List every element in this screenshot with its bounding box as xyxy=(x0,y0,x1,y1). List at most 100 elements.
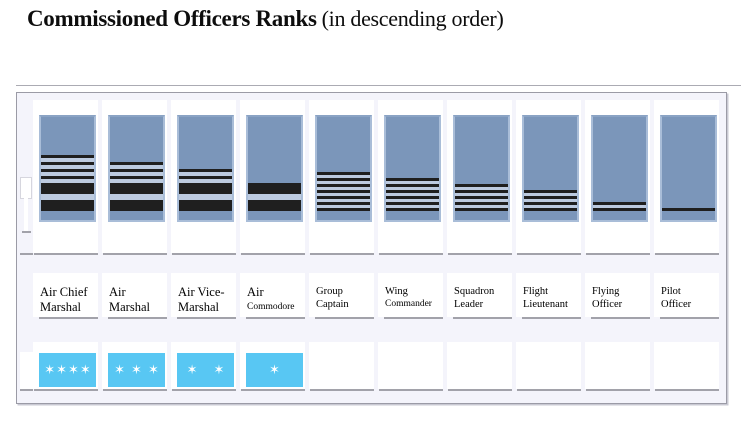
rank-insignia xyxy=(315,115,372,222)
star-icon: ✶ xyxy=(114,362,126,378)
thin-stripe xyxy=(317,184,370,187)
insignia-stripes xyxy=(455,184,508,211)
star-icon: ✶ xyxy=(131,362,142,378)
label-cell: Air Vice- Marshal xyxy=(171,273,236,319)
thin-stripe xyxy=(386,184,439,187)
stars-cell: ✶ ✶ ✶ ✶ xyxy=(33,342,98,391)
stars-cell: ✶ ✶ xyxy=(171,342,236,391)
rank-label-line: Marshal xyxy=(40,300,81,314)
gutter-partial-cell xyxy=(20,352,33,391)
label-cell: Flight Lieutenant xyxy=(516,273,581,319)
insignia-stripes xyxy=(593,202,646,211)
rank-insignia xyxy=(660,115,717,222)
thick-stripe xyxy=(248,183,301,194)
rank-insignia xyxy=(246,115,303,222)
thin-stripe xyxy=(110,162,163,165)
star-plate: ✶ ✶ xyxy=(177,353,234,387)
insignia-cell xyxy=(102,100,167,255)
thin-stripe xyxy=(317,190,370,193)
rank-column-group-captain: Group Captain xyxy=(309,93,374,399)
rank-label-line: Commodore xyxy=(247,302,295,312)
insignia-stripes xyxy=(179,169,232,211)
insignia-cell xyxy=(33,100,98,255)
thick-stripe xyxy=(248,200,301,211)
rank-insignia xyxy=(177,115,234,222)
title-main: Commissioned Officers Ranks xyxy=(27,6,317,31)
label-cell: Air Marshal xyxy=(102,273,167,319)
stars-cell xyxy=(654,342,719,391)
rank-label-line: Flying xyxy=(592,286,620,297)
rank-label-line: Air Vice- xyxy=(178,285,225,299)
slider-tick xyxy=(22,231,31,233)
insignia-cell xyxy=(240,100,305,255)
rank-label-line: Air xyxy=(109,285,126,299)
rank-label: Flight Lieutenant xyxy=(516,273,581,311)
thin-stripe xyxy=(455,190,508,193)
thick-stripe xyxy=(110,183,163,194)
rank-column-flight-lieutenant: Flight Lieutenant xyxy=(516,93,581,399)
rank-column-wing-commander: Wing Commander xyxy=(378,93,443,399)
thin-stripe xyxy=(317,178,370,181)
rank-column-pilot-officer: Pilot Officer xyxy=(654,93,719,399)
insignia-stripes xyxy=(524,190,577,211)
thin-stripe xyxy=(524,190,577,193)
rank-label: Group Captain xyxy=(309,273,374,311)
rank-column-air-chief-marshal: Air Chief Marshal ✶ ✶ ✶ ✶ xyxy=(33,93,98,399)
rank-label-line: Squadron xyxy=(454,286,495,297)
rank-columns: Air Chief Marshal ✶ ✶ ✶ ✶ Air Marshal ✶ ✶ ✶ Air… xyxy=(33,93,719,399)
rank-label-line: Marshal xyxy=(178,300,219,314)
rank-column-air-commodore: Air Commodore ✶ xyxy=(240,93,305,399)
rank-label-line: Lieutenant xyxy=(523,299,568,310)
rank-insignia xyxy=(522,115,579,222)
star-icon: ✶ xyxy=(44,362,56,378)
thick-stripe xyxy=(179,200,232,211)
insignia-cell xyxy=(447,100,512,255)
rank-label-line: Air xyxy=(247,285,264,299)
star-icon: ✶ xyxy=(147,362,159,378)
rank-insignia xyxy=(591,115,648,222)
gutter-underline xyxy=(20,253,33,255)
rank-label: Air Marshal xyxy=(102,273,167,315)
title-divider xyxy=(16,85,741,86)
star-icon: ✶ xyxy=(56,362,67,378)
label-cell: Air Commodore xyxy=(240,273,305,319)
rank-label: Air Commodore xyxy=(240,273,305,315)
thin-stripe xyxy=(41,169,94,172)
thin-stripe xyxy=(386,196,439,199)
insignia-cell xyxy=(378,100,443,255)
star-icon: ✶ xyxy=(68,362,79,378)
rank-label-line: Captain xyxy=(316,299,349,310)
thin-stripe xyxy=(41,155,94,158)
ranks-panel: Air Chief Marshal ✶ ✶ ✶ ✶ Air Marshal ✶ ✶ ✶ Air… xyxy=(16,92,727,404)
rank-label-line: Pilot xyxy=(661,286,681,297)
thin-stripe xyxy=(386,190,439,193)
slider-track xyxy=(24,198,28,232)
label-cell: Flying Officer xyxy=(585,273,650,319)
thin-stripe xyxy=(455,196,508,199)
thin-stripe xyxy=(317,202,370,205)
stars-cell: ✶ ✶ ✶ xyxy=(102,342,167,391)
insignia-cell xyxy=(585,100,650,255)
rank-label: Pilot Officer xyxy=(654,273,719,311)
thin-stripe xyxy=(317,208,370,211)
insignia-stripes xyxy=(317,172,370,211)
insignia-cell xyxy=(654,100,719,255)
stars-cell: ✶ xyxy=(240,342,305,391)
thin-stripe xyxy=(386,178,439,181)
thin-stripe xyxy=(455,202,508,205)
rank-label-line: Officer xyxy=(592,299,623,310)
star-icon: ✶ xyxy=(79,362,91,378)
thin-stripe xyxy=(455,208,508,211)
thin-stripe xyxy=(386,208,439,211)
insignia-cell xyxy=(171,100,236,255)
rank-column-flying-officer: Flying Officer xyxy=(585,93,650,399)
rank-label-line: Officer xyxy=(661,299,692,310)
insignia-cell xyxy=(309,100,374,255)
thick-stripe xyxy=(41,200,94,211)
label-cell: Air Chief Marshal xyxy=(33,273,98,319)
thin-stripe xyxy=(524,202,577,205)
label-cell: Squadron Leader xyxy=(447,273,512,319)
thin-stripe xyxy=(455,184,508,187)
slider-thumb[interactable] xyxy=(20,177,32,199)
thin-stripe xyxy=(179,176,232,179)
